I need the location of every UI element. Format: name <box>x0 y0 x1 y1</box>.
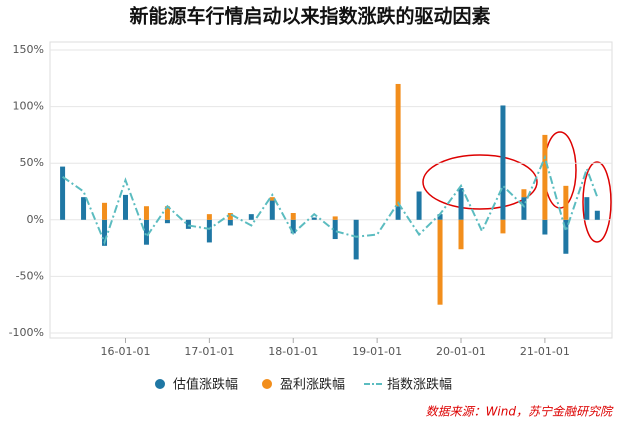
highlight <box>543 131 577 209</box>
plot-frame <box>49 41 613 339</box>
source-note: 数据来源：Wind，苏宁金融研究院 <box>426 405 614 419</box>
bar <box>185 219 191 229</box>
bar <box>164 219 170 224</box>
bar <box>143 219 149 245</box>
bar <box>521 197 527 220</box>
bar <box>437 214 443 220</box>
bar <box>206 214 212 220</box>
bar <box>122 194 128 220</box>
bar <box>458 219 464 250</box>
highlight <box>582 161 612 243</box>
bar <box>563 185 569 220</box>
bar <box>227 213 233 220</box>
x-tick-label: 17-01-01 <box>184 345 234 358</box>
bar <box>143 206 149 220</box>
bar <box>542 134 548 220</box>
bar <box>60 166 66 220</box>
y-tick-label: 150% <box>13 43 44 56</box>
legend-label: 估值涨跌幅 <box>173 377 238 393</box>
bar <box>416 191 422 220</box>
bar <box>269 197 275 201</box>
bar <box>458 188 464 220</box>
bar <box>395 83 401 207</box>
x-tick-label: 20-01-01 <box>436 345 486 358</box>
bar <box>311 217 317 220</box>
bar <box>290 219 296 234</box>
bar <box>164 206 170 220</box>
bar <box>227 219 233 226</box>
legend-label: 盈利涨跌幅 <box>280 377 345 393</box>
bar <box>521 189 527 198</box>
x-tick-label: 18-01-01 <box>268 345 318 358</box>
x-tick-label: 21-01-01 <box>520 345 570 358</box>
x-tick-label: 16-01-01 <box>101 345 151 358</box>
bar <box>81 197 87 220</box>
line <box>62 154 599 246</box>
legend-marker <box>155 379 165 389</box>
y-tick-label: -50% <box>16 269 44 282</box>
bar <box>269 200 275 220</box>
bar <box>594 210 600 220</box>
bar <box>332 216 338 220</box>
bar <box>102 219 108 246</box>
bar <box>290 213 296 220</box>
bar <box>206 219 212 243</box>
bar <box>332 219 338 240</box>
bar <box>500 219 506 234</box>
bar <box>437 219 443 305</box>
highlight <box>422 154 538 210</box>
y-tick-label: -100% <box>9 326 44 339</box>
y-tick-label: 50% <box>20 156 44 169</box>
bar <box>500 105 506 220</box>
bar <box>542 219 548 235</box>
bar <box>248 214 254 220</box>
chart-title: 新能源车行情启动以来指数涨跌的驱动因素 <box>129 5 490 28</box>
bar <box>563 219 569 254</box>
x-tick-label: 19-01-01 <box>352 345 402 358</box>
legend-label: 指数涨跌幅 <box>387 377 452 393</box>
bar <box>584 197 590 220</box>
y-tick-label: 100% <box>13 100 44 113</box>
bar <box>102 202 108 220</box>
bar <box>395 206 401 220</box>
legend-marker <box>262 379 272 389</box>
y-tick-label: 0% <box>27 213 44 226</box>
bar <box>353 219 359 260</box>
